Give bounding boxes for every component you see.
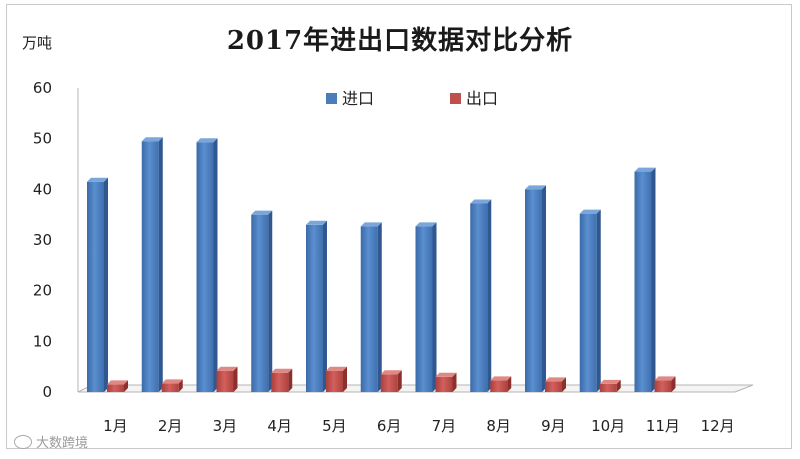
bar-import	[251, 214, 269, 392]
x-tick-label: 8月	[486, 417, 511, 435]
y-tick-label: 40	[33, 180, 52, 198]
y-tick-label: 0	[42, 383, 52, 401]
bar-top-face	[87, 177, 108, 182]
bar-side-face	[596, 209, 601, 392]
x-tick-label: 1月	[103, 417, 128, 435]
bar-top-face	[545, 377, 566, 382]
bar-import	[87, 181, 104, 392]
watermark-logo-icon	[14, 434, 32, 449]
bar-side-face	[651, 167, 656, 392]
watermark-text: 大数跨境	[36, 436, 89, 451]
bar-top-face	[470, 199, 492, 204]
x-tick-label: 7月	[432, 417, 457, 435]
legend-swatch	[326, 93, 337, 104]
bar-export	[216, 370, 234, 392]
bar-top-face	[141, 137, 163, 142]
bar-top-face	[360, 222, 382, 227]
bar-top-face	[326, 366, 347, 371]
bar-side-face	[268, 210, 273, 392]
bar-top-face	[161, 379, 183, 384]
bar-import	[196, 142, 214, 392]
bar-export	[654, 380, 672, 392]
bar-side-face	[397, 370, 402, 392]
x-tick-label: 3月	[213, 417, 238, 435]
bar-side-face	[377, 222, 382, 392]
y-tick-label: 30	[33, 231, 52, 249]
y-axis-unit-label: 万吨	[22, 34, 53, 52]
bar-side-face	[124, 380, 128, 392]
bar-side-face	[507, 376, 512, 392]
bar-export	[380, 374, 398, 392]
bar-side-face	[158, 137, 163, 392]
bar-side-face	[213, 138, 218, 392]
y-tick-label: 60	[33, 79, 52, 97]
bar-export	[599, 383, 617, 392]
bar-import	[306, 224, 323, 392]
bar-import	[360, 226, 378, 392]
bar-top-face	[634, 167, 656, 172]
bar-side-face	[178, 379, 183, 392]
x-tick-label: 12月	[701, 417, 735, 435]
bar-import	[634, 171, 652, 392]
bar-side-face	[288, 368, 293, 392]
chart-frame	[6, 4, 792, 449]
bar-import	[415, 226, 433, 392]
bar-top-face	[654, 376, 676, 381]
bar-top-face	[251, 210, 273, 215]
bar-side-face	[562, 377, 566, 392]
bar-top-face	[306, 220, 327, 225]
x-tick-label: 11月	[646, 417, 680, 435]
bar-top-face	[435, 372, 457, 377]
x-tick-label: 2月	[158, 417, 183, 435]
chart-title: 2017年进出口数据对比分析	[226, 26, 574, 56]
bar-side-face	[233, 366, 238, 392]
legend-swatch	[450, 93, 461, 104]
bar-side-face	[323, 220, 327, 392]
bar-top-face	[579, 209, 601, 214]
y-tick-label: 10	[33, 332, 52, 350]
bar-export	[271, 372, 289, 392]
bar-top-face	[599, 379, 621, 384]
legend-label: 进口	[342, 89, 374, 108]
bar-export	[161, 383, 179, 392]
bar-side-face	[542, 185, 546, 392]
bar-top-face	[216, 366, 238, 371]
bar-export	[490, 380, 508, 392]
bar-side-face	[487, 199, 492, 392]
bar-top-face	[415, 222, 437, 227]
bar-side-face	[432, 222, 437, 392]
bar-export	[107, 384, 124, 392]
bar-import	[141, 141, 159, 392]
bar-export	[435, 376, 453, 392]
bar-side-face	[343, 366, 347, 392]
bar-import	[525, 189, 542, 392]
bar-top-face	[490, 376, 512, 381]
y-tick-label: 50	[33, 130, 52, 148]
y-tick-label: 20	[33, 282, 52, 300]
bar-import	[579, 213, 597, 392]
watermark: 大数跨境	[14, 432, 88, 451]
bar-import	[470, 203, 488, 392]
bar-side-face	[104, 177, 108, 392]
x-tick-label: 6月	[377, 417, 402, 435]
x-tick-label: 10月	[591, 417, 625, 435]
bar-top-face	[107, 380, 128, 385]
x-tick-label: 4月	[267, 417, 292, 435]
bar-top-face	[525, 185, 546, 190]
bar-side-face	[616, 379, 621, 392]
bar-side-face	[452, 372, 457, 392]
bar-top-face	[196, 138, 218, 143]
bar-top-face	[271, 368, 293, 373]
bar-side-face	[671, 376, 676, 392]
bar-top-face	[380, 370, 402, 375]
x-tick-label: 9月	[541, 417, 566, 435]
legend-label: 出口	[466, 89, 498, 108]
bar-export	[545, 381, 562, 392]
bar-export	[326, 370, 343, 392]
x-tick-label: 5月	[322, 417, 347, 435]
